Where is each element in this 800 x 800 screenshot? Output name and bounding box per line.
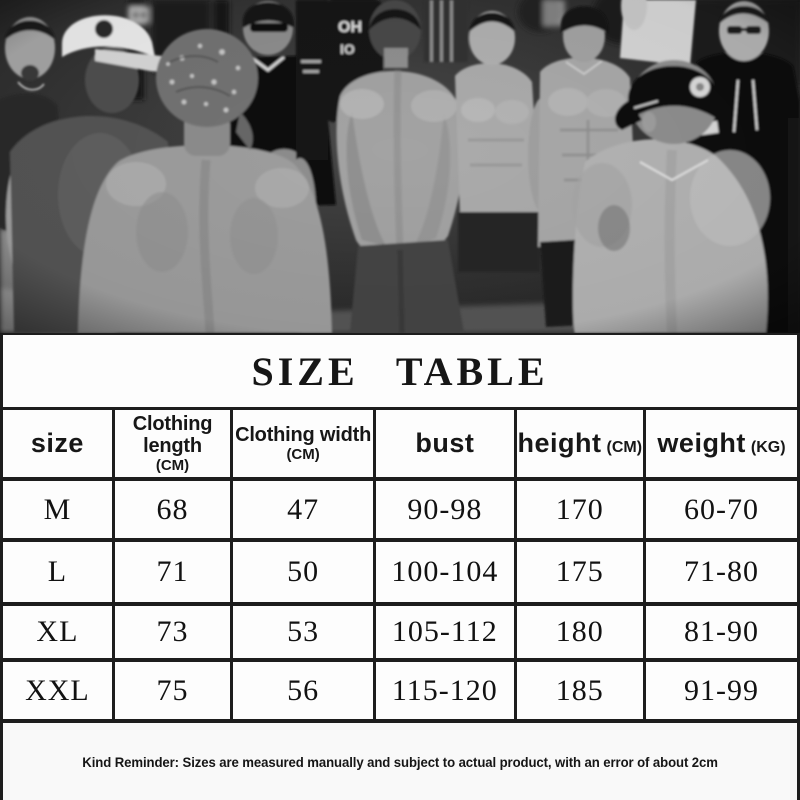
cell-xl-height: 180 xyxy=(515,602,647,660)
bodybuilders-photo-illustration: OH IO xyxy=(0,0,800,333)
kind-reminder-band: Kind Reminder: Sizes are measured manual… xyxy=(3,719,797,800)
size-row-xxl: XXL 75 56 115-120 185 91-99 xyxy=(3,658,797,719)
cell-xxl-size: XXL xyxy=(3,658,115,719)
cell-m-clothing-width: 47 xyxy=(231,477,377,540)
cell-xxl-weight: 91-99 xyxy=(644,658,797,719)
col-header-clothing-width-label: Clothing width xyxy=(235,423,372,446)
cell-m-size: M xyxy=(3,477,115,540)
col-header-bust-label: bust xyxy=(415,428,475,458)
cell-l-bust: 100-104 xyxy=(374,538,517,604)
cell-m-bust: 90-98 xyxy=(374,477,517,540)
col-header-height: height (CM) xyxy=(515,410,647,479)
col-header-weight-label: weight xyxy=(657,428,746,458)
col-header-bust: bust xyxy=(374,410,517,479)
cell-xxl-bust: 115-120 xyxy=(374,658,517,719)
header-row: size Clothing length (CM) Clothing width… xyxy=(3,410,797,479)
size-table-title: SIZE TABLE xyxy=(251,348,549,394)
size-row-l: L 71 50 100-104 175 71-80 xyxy=(3,538,797,604)
size-table: size Clothing length (CM) Clothing width… xyxy=(3,410,797,719)
cell-m-height: 170 xyxy=(515,477,647,540)
size-table-title-band: SIZE TABLE xyxy=(3,335,797,410)
cell-xl-clothing-length: 73 xyxy=(113,602,234,660)
col-header-height-unit: (CM) xyxy=(606,439,643,456)
col-header-weight-unit: (KG) xyxy=(750,439,786,456)
col-header-clothing-width-unit: (CM) xyxy=(286,445,320,463)
col-header-weight: weight (KG) xyxy=(645,410,797,479)
photo-vignette xyxy=(0,0,800,333)
size-row-m: M 68 47 90-98 170 60-70 xyxy=(3,477,797,540)
cell-m-clothing-length: 68 xyxy=(113,477,234,540)
size-row-xl: XL 73 53 105-112 180 81-90 xyxy=(3,602,797,660)
cell-xl-clothing-width: 53 xyxy=(231,602,377,660)
col-header-height-label: height xyxy=(517,428,602,458)
cell-l-weight: 71-80 xyxy=(644,538,797,604)
cell-m-weight: 60-70 xyxy=(644,477,797,540)
col-header-clothing-length: Clothing length (CM) xyxy=(113,410,234,479)
cell-xl-bust: 105-112 xyxy=(374,602,517,660)
cell-xl-size: XL xyxy=(3,602,115,660)
kind-reminder-note: Kind Reminder: Sizes are measured manual… xyxy=(82,753,718,770)
cell-xxl-clothing-width: 56 xyxy=(231,658,377,719)
size-table-panel: SIZE TABLE size Clothing length (CM) C xyxy=(0,333,800,800)
cell-xxl-clothing-length: 75 xyxy=(113,658,234,719)
hero-photo: OH IO xyxy=(0,0,800,333)
col-header-size: size xyxy=(3,410,115,479)
cell-xxl-height: 185 xyxy=(515,658,647,719)
cell-l-height: 175 xyxy=(515,538,647,604)
cell-l-size: L xyxy=(3,538,115,604)
col-header-size-label: size xyxy=(30,428,84,458)
col-header-clothing-width: Clothing width (CM) xyxy=(231,410,377,479)
col-header-clothing-length-unit: (CM) xyxy=(155,456,190,474)
cell-l-clothing-width: 50 xyxy=(231,538,377,604)
col-header-clothing-length-label: Clothing length xyxy=(132,412,213,457)
size-table-header: size Clothing length (CM) Clothing width… xyxy=(3,410,797,479)
cell-l-clothing-length: 71 xyxy=(113,538,234,604)
cell-xl-weight: 81-90 xyxy=(644,602,797,660)
